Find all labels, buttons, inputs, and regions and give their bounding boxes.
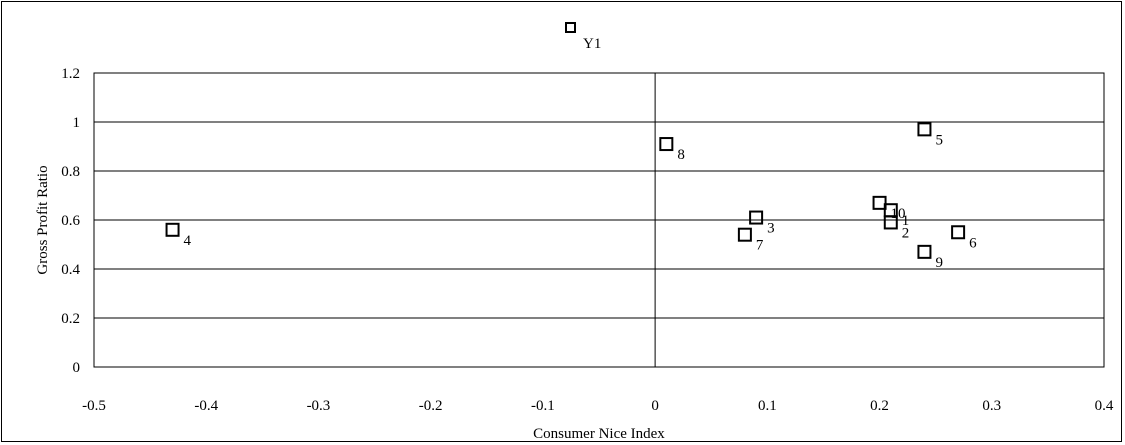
- data-point-label: 6: [969, 235, 977, 251]
- gridlines: [94, 121, 1104, 319]
- data-point: [737, 227, 752, 242]
- data-point-label: 3: [767, 221, 775, 237]
- data-point-label: 2: [902, 225, 910, 241]
- x-tick-label: -0.1: [531, 398, 555, 414]
- data-point-label: 4: [184, 233, 192, 249]
- x-tick-label: 0.1: [758, 398, 777, 414]
- data-point-label: 7: [756, 238, 764, 254]
- data-point-label: 5: [935, 132, 943, 148]
- x-tick-label: 0.2: [870, 398, 889, 414]
- data-point: [749, 210, 764, 225]
- y-tick-label: 0.4: [61, 262, 80, 278]
- data-point: [165, 222, 180, 237]
- y-tick-label: 0: [73, 360, 81, 376]
- x-tick-label: -0.4: [194, 398, 218, 414]
- data-points: 12 3 4 5 6 7 8 9 10: [165, 122, 977, 271]
- data-point-label: 8: [677, 147, 685, 163]
- data-point: [951, 225, 966, 240]
- y-tick-label: 0.6: [61, 213, 80, 229]
- x-axis-ticks: -0.5 -0.4 -0.3 -0.2 -0.1 0 0.1 0.2 0.3 0.4: [82, 398, 1114, 414]
- data-point-label: 9: [935, 255, 943, 271]
- data-point-label: 10: [891, 206, 906, 222]
- data-point-label: 1: [902, 213, 910, 229]
- x-tick-label: -0.5: [82, 398, 106, 414]
- y-tick-label: 1.2: [61, 66, 80, 82]
- data-point: [883, 215, 898, 230]
- y-axis-title: Gross Profit Ratio: [35, 165, 51, 274]
- x-tick-label: 0: [651, 398, 659, 414]
- x-tick-label: 0.3: [982, 398, 1001, 414]
- plot-area: [93, 72, 1105, 368]
- y-tick-label: 1: [73, 115, 81, 131]
- y-axis-ticks: 0 0.2 0.4 0.6 0.8 1 1.2: [61, 66, 80, 376]
- x-axis-title: Consumer Nice Index: [533, 426, 665, 442]
- legend: Y1: [565, 22, 601, 52]
- data-point: [917, 122, 932, 137]
- x-tick-label: -0.2: [419, 398, 443, 414]
- legend-label: Y1: [583, 36, 601, 52]
- y-tick-label: 0.2: [61, 311, 80, 327]
- data-point: [872, 195, 887, 210]
- data-point: [659, 137, 674, 152]
- data-point: [917, 244, 932, 259]
- legend-marker: [565, 22, 576, 33]
- x-tick-label: 0.4: [1095, 398, 1114, 414]
- y-tick-label: 0.8: [61, 164, 80, 180]
- x-tick-label: -0.3: [307, 398, 331, 414]
